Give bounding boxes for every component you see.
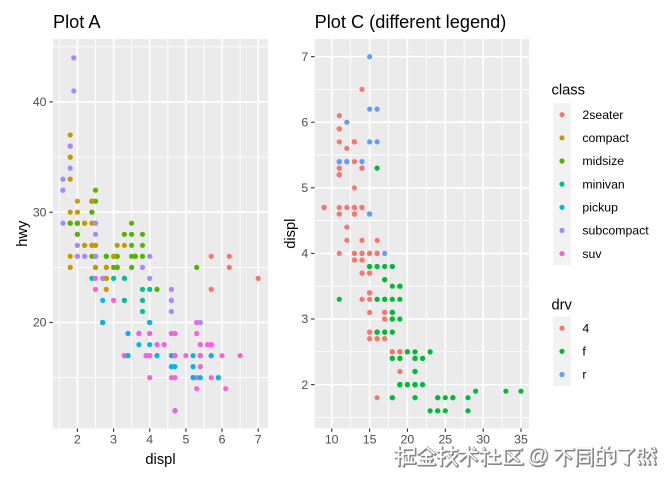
svg-text:suv: suv — [582, 247, 602, 261]
svg-text:7: 7 — [255, 432, 262, 446]
svg-text:drv: drv — [552, 298, 573, 314]
svg-text:2: 2 — [74, 432, 81, 446]
svg-text:2seater: 2seater — [582, 108, 623, 122]
svg-text:40: 40 — [33, 95, 47, 109]
svg-text:30: 30 — [476, 432, 490, 446]
svg-text:5: 5 — [301, 181, 308, 195]
svg-text:6: 6 — [301, 115, 308, 129]
svg-text:compact: compact — [582, 131, 629, 145]
svg-text:r: r — [582, 368, 586, 382]
svg-text:subcompact: subcompact — [582, 224, 649, 238]
svg-text:class: class — [552, 83, 585, 99]
svg-text:4: 4 — [582, 321, 589, 335]
svg-text:20: 20 — [33, 316, 47, 330]
svg-text:15: 15 — [363, 432, 377, 446]
svg-text:minivan: minivan — [582, 177, 625, 191]
svg-text:20: 20 — [401, 432, 415, 446]
svg-text:5: 5 — [182, 432, 189, 446]
svg-text:@: @ — [527, 445, 548, 468]
svg-text:Plot C (different legend): Plot C (different legend) — [315, 12, 507, 32]
svg-text:f: f — [582, 345, 586, 359]
svg-text:4: 4 — [146, 432, 153, 446]
svg-text:7: 7 — [301, 50, 308, 64]
svg-text:hwy: hwy — [15, 220, 31, 247]
svg-text:Plot A: Plot A — [53, 12, 101, 32]
svg-text:30: 30 — [33, 205, 47, 219]
svg-text:6: 6 — [219, 432, 226, 446]
svg-text:35: 35 — [514, 432, 528, 446]
svg-text:4: 4 — [301, 247, 308, 261]
svg-text:3: 3 — [301, 312, 308, 326]
svg-text:displ: displ — [283, 219, 299, 249]
svg-text:displ: displ — [145, 452, 175, 468]
svg-text:@: @ — [528, 445, 549, 468]
svg-text:3: 3 — [110, 432, 117, 446]
svg-text:pickup: pickup — [582, 201, 618, 215]
svg-text:25: 25 — [438, 432, 452, 446]
svg-text:10: 10 — [325, 432, 339, 446]
svg-text:midsize: midsize — [582, 154, 624, 168]
svg-text:2: 2 — [301, 378, 308, 392]
